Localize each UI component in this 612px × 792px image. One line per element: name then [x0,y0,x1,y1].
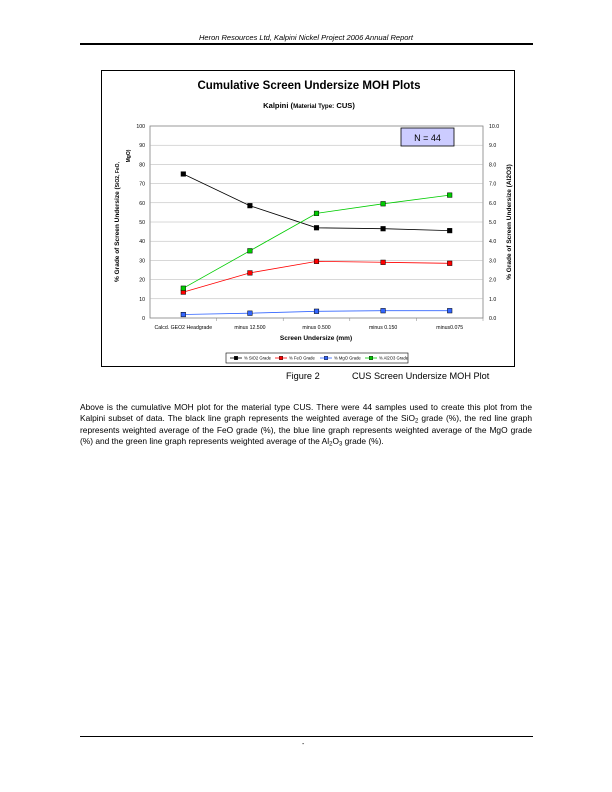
right-tick-label: 9.0 [489,143,496,149]
left-tick-label: 10 [139,297,145,303]
legend-marker [369,356,373,360]
legend-marker [234,356,238,360]
header-rule [80,43,533,45]
x-tick-label: minus 0.500 [302,325,330,331]
data-point [247,248,253,254]
body-paragraph: Above is the cumulative MOH plot for the… [80,402,532,448]
left-tick-label: 70 [139,182,145,188]
page-number: - [302,741,305,748]
footer-rule [80,736,533,737]
left-tick-label: 20 [139,278,145,284]
chart-legend: % SiO2 Grade % FeO Grade % MgO Grade % Al2O… [225,352,409,364]
right-axis-ticks: 0.0 1.0 2.0 3.0 4.0 5.0 6.0 7.0 8.0 9.0 10.0 [489,124,499,322]
moh-line-chart: Cumulative Screen Undersize MOH Plots Ka… [114,80,513,364]
left-tick-label: 30 [139,258,145,264]
data-point [247,203,253,209]
right-tick-label: 1.0 [489,297,496,303]
legend-label: % SiO2 Grade [244,356,272,361]
right-tick-label: 6.0 [489,201,496,207]
x-axis-label: Screen Undersize (mm) [280,335,352,342]
data-point [447,308,453,314]
figure-caption: Figure 2 CUS Screen Undersize MOH Plot [286,371,489,381]
chart-title: Cumulative Screen Undersize MOH Plots [197,80,420,92]
data-point [313,308,320,314]
data-point [380,201,386,207]
data-point [313,225,320,231]
x-axis-ticks: Calcd. GEO2 Headgrade minus 12.500 minus 0… [154,318,484,331]
right-tick-label: 2.0 [489,278,496,284]
right-tick-label: 0.0 [489,316,496,322]
left-tick-label: 80 [139,162,145,168]
left-axis-ticks: 0 10 20 30 40 50 60 70 80 90 100 [136,124,145,322]
sample-count-annotation: N = 44 [400,127,455,147]
data-point [313,258,320,264]
left-tick-label: 40 [139,239,145,245]
figure-label: Figure 2 [286,371,320,381]
right-axis-label: % Grade of Screen Undersize (Al2O3) [506,164,513,280]
legend-label: % FeO Grade [289,356,316,361]
x-tick-label: minus 12.500 [234,325,265,331]
figure-caption-text: CUS Screen Undersize MOH Plot [352,371,490,381]
legend-marker [279,356,283,360]
data-point [180,311,186,318]
data-point [247,270,253,276]
series-group [180,171,453,318]
left-tick-label: 60 [139,201,145,207]
right-tick-label: 3.0 [489,258,496,264]
left-tick-label: 0 [142,316,145,322]
right-tick-label: 10.0 [489,124,499,130]
figure-frame [101,70,515,367]
right-tick-label: 4.0 [489,239,496,245]
left-tick-label: 90 [139,143,145,149]
left-tick-label: 50 [139,220,145,226]
x-tick-label: minus 0.150 [369,325,397,331]
legend-label: % MgO Grade [334,356,361,361]
data-point [447,192,453,198]
data-point [447,228,453,234]
data-point [380,259,386,265]
running-header: Heron Resources Ltd, Kalpini Nickel Proj… [198,33,413,42]
legend-label: % Al2O3 Grade [379,356,409,361]
data-point [180,171,186,177]
x-tick-label: minus0.075 [436,325,463,331]
legend-marker [324,356,328,360]
right-tick-label: 7.0 [489,182,496,188]
sample-count-text: N = 44 [414,133,441,143]
data-point [380,308,386,314]
right-tick-label: 8.0 [489,162,496,168]
data-point [180,285,186,291]
data-point [380,226,386,232]
left-tick-label: 100 [136,124,145,130]
left-axis-label: % Grade of Screen Undersize (SiO2, FeO, [114,161,121,282]
data-point [247,310,253,316]
data-point [313,210,320,216]
chart-subtitle: Kalpini (Material Type: CUS) [263,101,355,110]
left-axis-label-line2: MgO) [126,149,132,162]
gridlines [150,144,483,300]
data-point [447,260,453,266]
x-tick-label: Calcd. GEO2 Headgrade [154,325,212,331]
right-tick-label: 5.0 [489,220,496,226]
